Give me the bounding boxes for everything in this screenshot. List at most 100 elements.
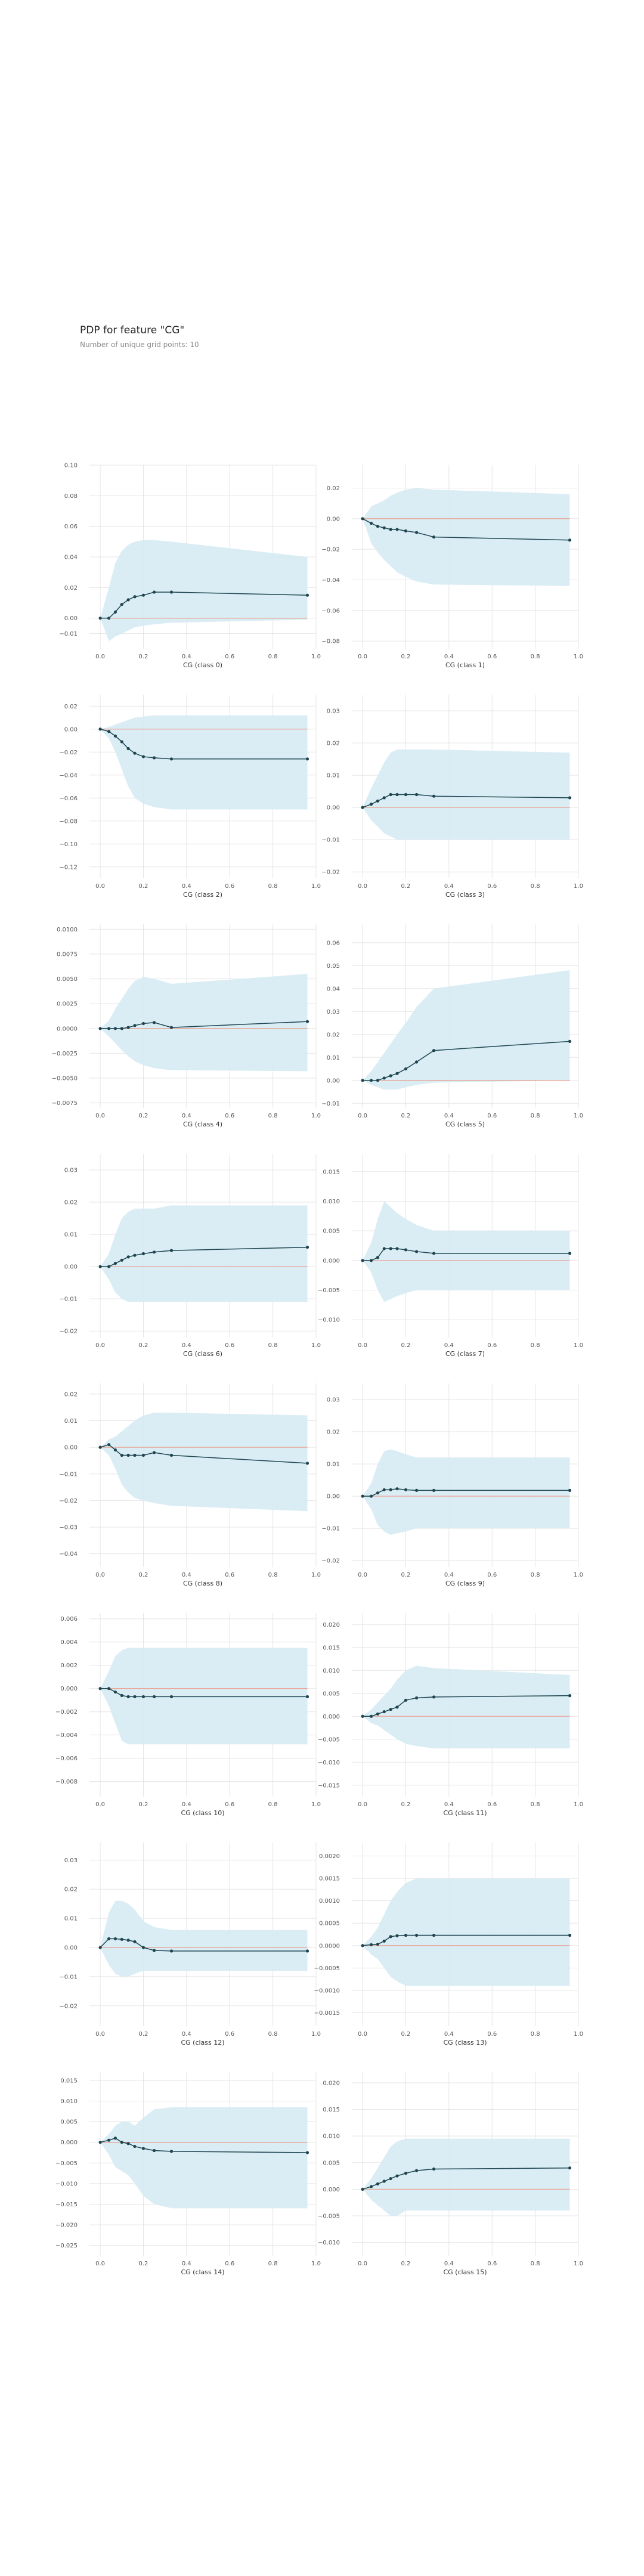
y-tick-label: −0.015 [318,1782,340,1789]
x-tick-label: 0.6 [225,654,234,660]
x-tick-label: 1.0 [311,1113,321,1119]
pdp-subplot-11: 0.0 0.2 0.4 0.6 0.8 1.0 −0.015 −0.010 −0.005 0.00… [318,1613,583,1817]
pdp-subplot-4: 0.0 0.2 0.4 0.6 0.8 1.0 −0.0075 −0.0050 −0.0025 0… [52,924,321,1128]
x-tick-label: 0.2 [401,1113,411,1119]
pdp-point [120,602,123,606]
pdp-point [305,1246,309,1249]
pdp-point [404,1248,408,1252]
pdp-subplot-6: 0.0 0.2 0.4 0.6 0.8 1.0 −0.02 −0.01 0.00 0.01 0.02… [59,1154,321,1358]
y-tick-label: 0.03 [327,1397,340,1404]
pdp-subplot-1: 0.0 0.2 0.4 0.6 0.8 1.0 −0.08 −0.06 −0.04 −0.02 0.… [321,465,583,669]
pdp-point [113,610,117,614]
y-tick-label: 0.005 [323,1690,340,1697]
x-tick-label: 0.2 [139,654,148,660]
pdp-point [107,617,111,620]
y-tick-label: 0.010 [60,2098,78,2105]
confidence-band [363,1878,570,1986]
x-tick-label: 0.2 [139,1113,148,1119]
pdp-point [414,2169,419,2172]
x-tick-label: 0.8 [268,1801,278,1808]
pdp-point [107,1265,111,1268]
y-tick-label: 0.0005 [319,1921,340,1927]
pdp-point [369,2185,373,2188]
pdp-point [141,755,145,758]
pdp-point [305,1020,309,1023]
x-tick-label: 1.0 [311,1572,321,1578]
confidence-band [100,974,308,1072]
x-axis-label: CG (class 14) [181,2268,224,2276]
pdp-subplot-5: 0.0 0.2 0.4 0.6 0.8 1.0 −0.01 0.00 0.01 0.02 0.03 0… [321,924,583,1128]
y-tick-label: 0.02 [64,1391,78,1398]
pdp-point [120,1453,123,1457]
x-tick-label: 0.8 [531,654,540,660]
y-tick-label: −0.04 [59,772,78,779]
x-tick-label: 0.4 [182,1113,191,1119]
x-tick-label: 1.0 [574,1342,583,1349]
pdp-point [389,792,392,797]
pdp-point [107,1027,111,1030]
pdp-point [98,617,102,620]
x-tick-label: 0.6 [487,1113,497,1119]
pdp-point [152,590,156,594]
y-tick-label: 0.0100 [57,927,78,933]
y-tick-label: −0.02 [321,869,340,876]
pdp-point [120,1027,123,1030]
y-tick-label: 0.00 [64,1264,78,1271]
y-tick-label: −0.010 [318,2240,340,2246]
x-tick-label: 0.2 [401,2261,411,2267]
pdp-point [169,1026,174,1029]
x-tick-label: 1.0 [311,1342,321,1349]
x-tick-label: 0.0 [358,2261,367,2267]
y-tick-label: −0.01 [321,1101,340,1107]
y-tick-label: −0.020 [55,2222,78,2229]
pdp-point [305,1695,309,1698]
y-tick-label: 0.015 [60,2077,78,2084]
y-tick-label: −0.06 [321,608,340,614]
pdp-point [404,1933,408,1937]
pdp-point [169,1453,174,1457]
pdp-point [120,1937,123,1941]
y-tick-label: 0.10 [64,463,78,469]
pdp-point [126,1026,130,1029]
pdp-point [382,1247,386,1250]
pdp-subplot-0: 0.0 0.2 0.4 0.6 0.8 1.0 −0.01 0.00 0.02 0.04 0.06 0… [59,463,321,670]
y-tick-label: 0.02 [327,1032,340,1038]
x-tick-label: 0.6 [225,1342,234,1349]
pdp-point [361,1944,364,1948]
pdp-point [414,1488,419,1492]
x-tick-label: 0.2 [139,2031,148,2038]
x-tick-label: 0.0 [95,2031,105,2038]
pdp-point [369,1259,373,1262]
pdp-point [432,1488,436,1492]
x-tick-label: 0.2 [401,1572,411,1578]
y-tick-label: −0.01 [59,631,78,637]
pdp-point [113,1448,117,1452]
pdp-point [395,1705,399,1709]
pdp-point [126,1695,130,1698]
pdp-point [395,1247,399,1250]
x-tick-label: 0.8 [531,2031,540,2038]
y-tick-label: −0.01 [59,1471,78,1478]
pdp-point [141,1021,145,1026]
pdp-point [141,1252,145,1256]
x-tick-label: 1.0 [574,1572,583,1578]
y-tick-label: −0.005 [318,2213,340,2220]
x-tick-label: 0.4 [444,1342,454,1349]
x-tick-label: 0.8 [531,1572,540,1578]
pdp-point [120,740,123,744]
x-tick-label: 0.2 [401,654,411,660]
pdp-point [414,1696,419,1700]
pdp-point [361,1494,364,1498]
y-tick-label: 0.015 [323,2107,340,2113]
y-tick-label: 0.01 [64,1232,78,1239]
x-axis-label: CG (class 8) [183,1580,222,1587]
x-tick-label: 1.0 [311,654,321,660]
pdp-point [133,1253,137,1257]
pdp-line [100,1938,308,1952]
x-axis-label: CG (class 9) [445,1580,485,1587]
pdp-point [404,792,408,797]
y-tick-label: 0.010 [323,1668,340,1674]
y-tick-label: 0.08 [64,493,78,500]
pdp-subplot-14: 0.0 0.2 0.4 0.6 0.8 1.0 −0.025 −0.020 −0.015 −0.0… [55,2072,321,2276]
